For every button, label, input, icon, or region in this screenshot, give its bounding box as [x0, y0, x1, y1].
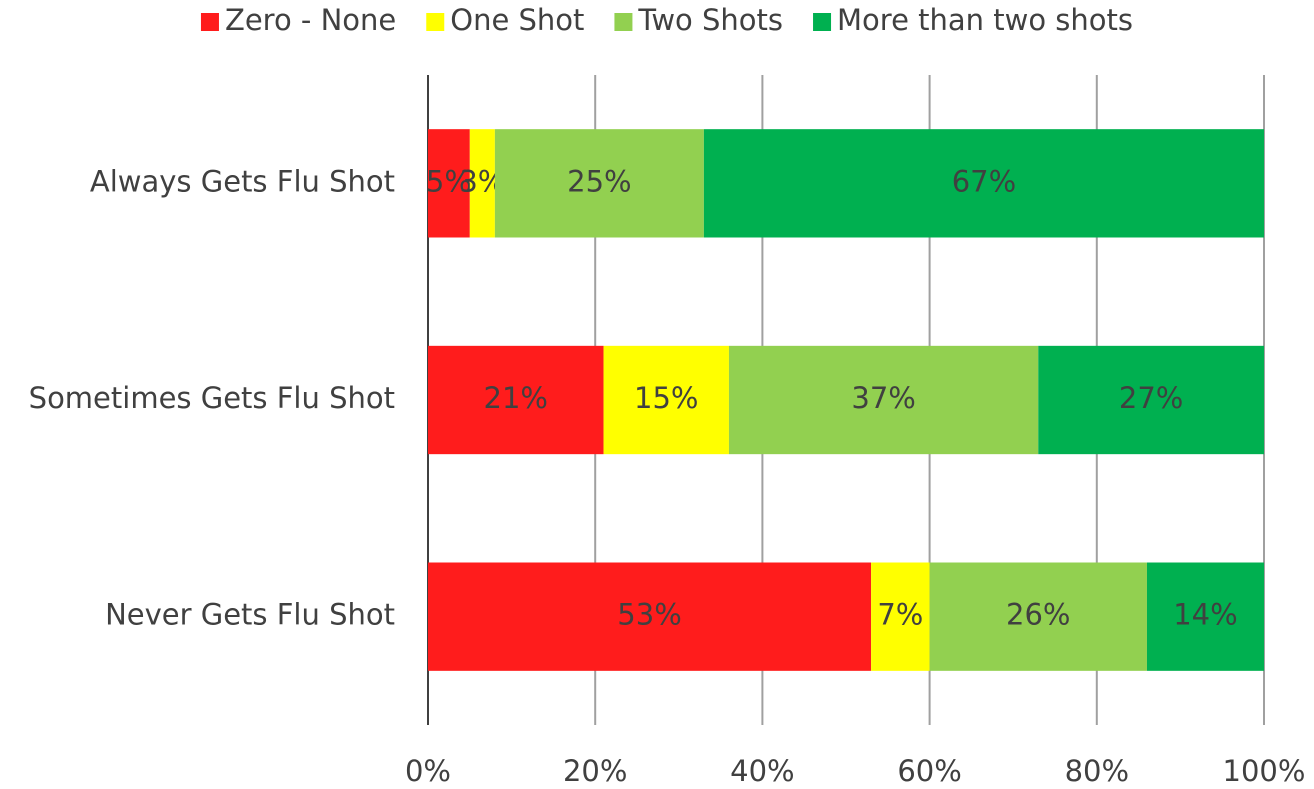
y-tick-label: Never Gets Flu Shot [105, 598, 395, 632]
x-tick-label: 0% [405, 754, 451, 788]
bar-segment [1146, 562, 1264, 671]
legend-label: One Shot [450, 3, 584, 37]
data-label: 7% [877, 598, 923, 632]
bar-segment [703, 129, 1264, 238]
data-label: 25% [567, 164, 631, 198]
data-label: 15% [634, 381, 698, 415]
bar-segment [428, 129, 470, 238]
y-tick-label: Always Gets Flu Shot [90, 164, 395, 198]
data-label: 53% [617, 598, 681, 632]
x-tick-label: 60% [897, 754, 961, 788]
legend-swatch [813, 13, 832, 31]
x-tick-label: 100% [1223, 754, 1306, 788]
x-tick-label: 20% [563, 754, 627, 788]
legend-swatch [200, 13, 219, 31]
legend-label: Two Shots [637, 3, 783, 37]
y-tick-label: Sometimes Gets Flu Shot [29, 381, 395, 415]
data-label: 67% [952, 164, 1016, 198]
bar-segment [428, 345, 604, 455]
data-label: 5% [426, 164, 472, 198]
x-tick-label: 40% [730, 754, 794, 788]
data-label: 21% [484, 381, 548, 415]
legend-label: Zero - None [225, 3, 396, 37]
legend-swatch [614, 13, 633, 31]
bar-segment [469, 129, 495, 238]
x-tick-label: 80% [1065, 754, 1129, 788]
bar-segment [929, 562, 1147, 671]
data-label: 37% [851, 381, 915, 415]
bar-segment [428, 562, 872, 671]
bar-segment [494, 129, 704, 238]
bar-segment [871, 562, 930, 671]
bar-segment [728, 345, 1039, 455]
data-label: 26% [1006, 598, 1070, 632]
data-label: 27% [1119, 381, 1183, 415]
bar-segment [603, 345, 729, 455]
bar-segment [1038, 345, 1264, 455]
data-label: 14% [1173, 598, 1237, 632]
legend-swatch [426, 13, 445, 31]
legend-label: More than two shots [837, 3, 1133, 37]
